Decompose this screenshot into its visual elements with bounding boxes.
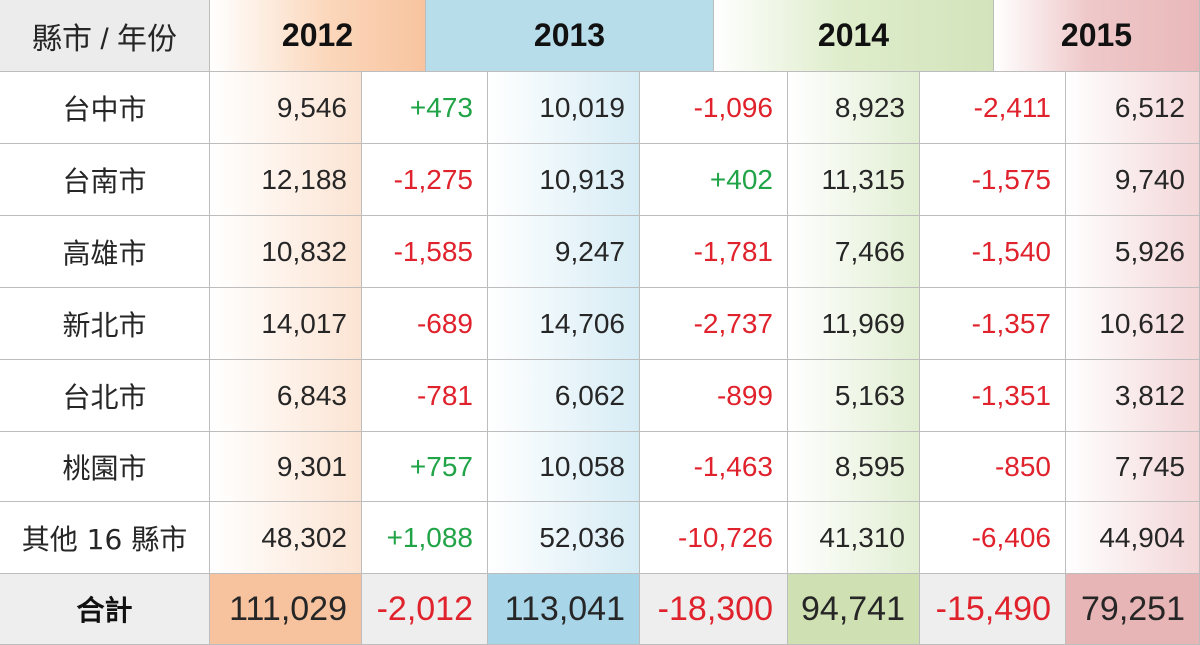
value-2014: 8,923 <box>788 72 920 144</box>
header-label: 縣市 / 年份 <box>0 0 210 72</box>
header-year-2012: 2012 <box>210 0 426 72</box>
city-cell: 台南市 <box>0 144 210 216</box>
change-2014-2015: -1,351 <box>920 360 1066 432</box>
change-2012-2013: -689 <box>362 288 488 360</box>
total-change-2013-2014: -18,300 <box>640 574 788 645</box>
total-change-2014-2015: -15,490 <box>920 574 1066 645</box>
value-2014: 8,595 <box>788 432 920 502</box>
value-2013: 6,062 <box>488 360 640 432</box>
total-2012: 111,029 <box>210 574 362 645</box>
value-2015: 44,904 <box>1066 502 1200 574</box>
value-2015: 9,740 <box>1066 144 1200 216</box>
change-2014-2015: -1,540 <box>920 216 1066 288</box>
city-cell: 台北市 <box>0 360 210 432</box>
value-2014: 11,315 <box>788 144 920 216</box>
change-2013-2014: +402 <box>640 144 788 216</box>
header-year-2013: 2013 <box>426 0 714 72</box>
value-2015: 10,612 <box>1066 288 1200 360</box>
value-2014: 7,466 <box>788 216 920 288</box>
city-cell: 台中市 <box>0 72 210 144</box>
total-change-2012-2013: -2,012 <box>362 574 488 645</box>
total-2014: 94,741 <box>788 574 920 645</box>
change-2013-2014: -1,463 <box>640 432 788 502</box>
value-2013: 10,058 <box>488 432 640 502</box>
value-2013: 52,036 <box>488 502 640 574</box>
city-cell: 新北市 <box>0 288 210 360</box>
header-year-2014: 2014 <box>714 0 994 72</box>
value-2012: 10,832 <box>210 216 362 288</box>
total-2013: 113,041 <box>488 574 640 645</box>
value-2012: 48,302 <box>210 502 362 574</box>
change-2014-2015: -1,357 <box>920 288 1066 360</box>
value-2012: 14,017 <box>210 288 362 360</box>
value-2015: 3,812 <box>1066 360 1200 432</box>
value-2013: 9,247 <box>488 216 640 288</box>
total-label: 合計 <box>0 574 210 645</box>
value-2014: 11,969 <box>788 288 920 360</box>
change-2013-2014: -2,737 <box>640 288 788 360</box>
value-2012: 9,301 <box>210 432 362 502</box>
change-2013-2014: -10,726 <box>640 502 788 574</box>
change-2014-2015: -6,406 <box>920 502 1066 574</box>
value-2012: 9,546 <box>210 72 362 144</box>
change-2013-2014: -1,781 <box>640 216 788 288</box>
value-2013: 10,019 <box>488 72 640 144</box>
change-2013-2014: -1,096 <box>640 72 788 144</box>
value-2013: 14,706 <box>488 288 640 360</box>
value-2013: 10,913 <box>488 144 640 216</box>
change-2013-2014: -899 <box>640 360 788 432</box>
value-2015: 7,745 <box>1066 432 1200 502</box>
value-2015: 5,926 <box>1066 216 1200 288</box>
change-2012-2013: -1,275 <box>362 144 488 216</box>
city-cell: 高雄市 <box>0 216 210 288</box>
change-2014-2015: -850 <box>920 432 1066 502</box>
value-2012: 12,188 <box>210 144 362 216</box>
value-2012: 6,843 <box>210 360 362 432</box>
value-2014: 5,163 <box>788 360 920 432</box>
value-2015: 6,512 <box>1066 72 1200 144</box>
change-2012-2013: +473 <box>362 72 488 144</box>
city-cell: 其他 16 縣市 <box>0 502 210 574</box>
header-year-2015: 2015 <box>994 0 1200 72</box>
change-2014-2015: -2,411 <box>920 72 1066 144</box>
change-2012-2013: -781 <box>362 360 488 432</box>
change-2012-2013: +757 <box>362 432 488 502</box>
change-2012-2013: +1,088 <box>362 502 488 574</box>
city-cell: 桃園市 <box>0 432 210 502</box>
total-2015: 79,251 <box>1066 574 1200 645</box>
change-2012-2013: -1,585 <box>362 216 488 288</box>
change-2014-2015: -1,575 <box>920 144 1066 216</box>
value-2014: 41,310 <box>788 502 920 574</box>
